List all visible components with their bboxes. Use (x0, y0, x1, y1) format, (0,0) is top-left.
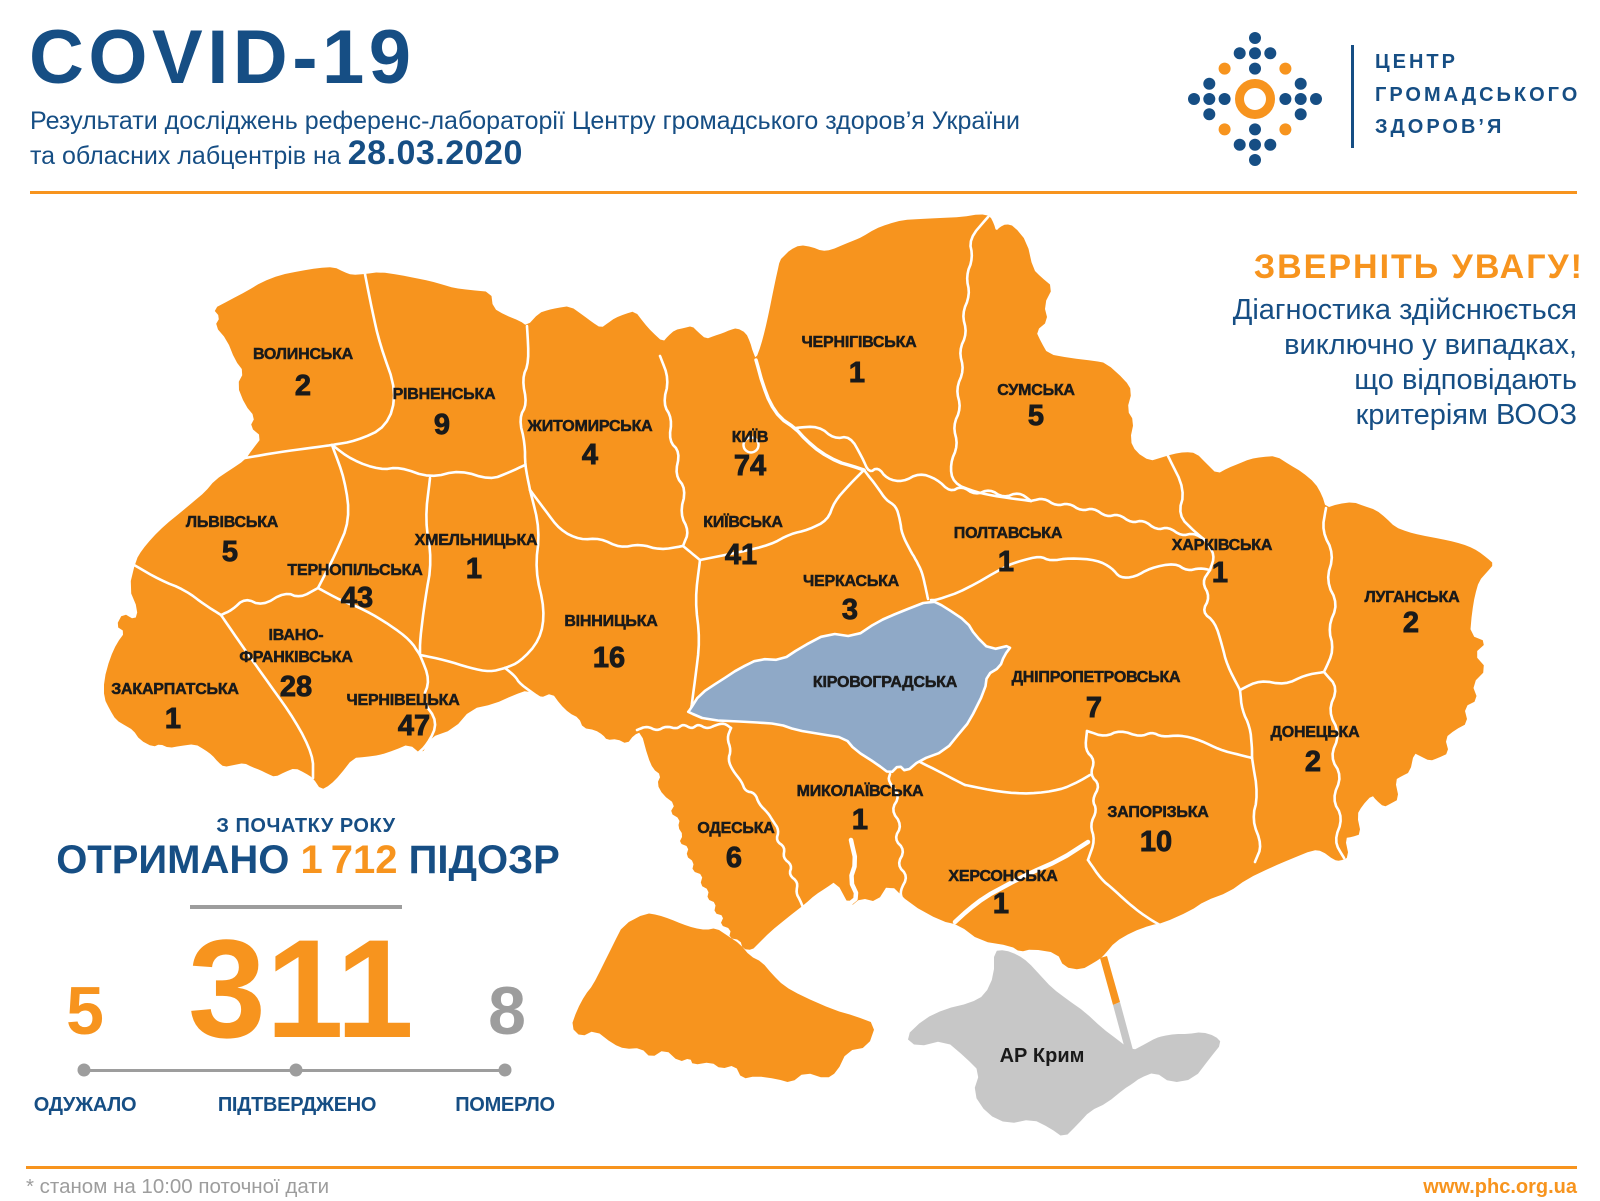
svg-text:КИЇВСЬКА: КИЇВСЬКА (703, 513, 783, 531)
svg-text:3: 3 (842, 594, 858, 626)
svg-text:МИКОЛАЇВСЬКА: МИКОЛАЇВСЬКА (797, 782, 924, 800)
svg-text:1: 1 (849, 357, 865, 389)
svg-text:КІРОВОГРАДСЬКА: КІРОВОГРАДСЬКА (813, 674, 958, 691)
svg-text:5: 5 (1028, 400, 1044, 432)
svg-text:ЗАКАРПАТСЬКА: ЗАКАРПАТСЬКА (111, 681, 239, 698)
svg-text:4: 4 (582, 439, 598, 471)
svg-text:ХАРКІВСЬКА: ХАРКІВСЬКА (1172, 537, 1273, 554)
svg-text:СУМСЬКА: СУМСЬКА (997, 382, 1075, 399)
svg-text:41: 41 (725, 539, 757, 571)
svg-text:АР Крим: АР Крим (1000, 1045, 1085, 1067)
svg-text:ХЕРСОНСЬКА: ХЕРСОНСЬКА (948, 868, 1058, 885)
svg-text:ФРАНКІВСЬКА: ФРАНКІВСЬКА (239, 649, 353, 666)
svg-text:2: 2 (1403, 607, 1419, 639)
svg-text:1: 1 (993, 888, 1009, 920)
svg-text:2: 2 (1305, 746, 1321, 778)
svg-text:ЧЕРНІГІВСЬКА: ЧЕРНІГІВСЬКА (801, 334, 917, 351)
svg-text:ДОНЕЦЬКА: ДОНЕЦЬКА (1271, 724, 1361, 741)
svg-text:16: 16 (593, 642, 625, 674)
svg-text:ЧЕРНІВЕЦЬКА: ЧЕРНІВЕЦЬКА (346, 692, 460, 709)
svg-text:ТЕРНОПІЛЬСЬКА: ТЕРНОПІЛЬСЬКА (287, 562, 423, 579)
svg-text:7: 7 (1086, 692, 1102, 724)
svg-text:1: 1 (852, 804, 868, 836)
svg-text:РІВНЕНСЬКА: РІВНЕНСЬКА (393, 386, 496, 403)
svg-text:ДНІПРОПЕТРОВСЬКА: ДНІПРОПЕТРОВСЬКА (1012, 669, 1181, 686)
svg-text:ЖИТОМИРСЬКА: ЖИТОМИРСЬКА (526, 418, 653, 435)
svg-text:43: 43 (341, 582, 373, 614)
svg-text:ВІННИЦЬКА: ВІННИЦЬКА (564, 613, 658, 630)
svg-text:ПОЛТАВСЬКА: ПОЛТАВСЬКА (954, 525, 1063, 542)
svg-text:1: 1 (165, 703, 181, 735)
svg-text:ЛЬВІВСЬКА: ЛЬВІВСЬКА (186, 514, 279, 531)
svg-text:ЗАПОРІЗЬКА: ЗАПОРІЗЬКА (1107, 804, 1209, 821)
svg-text:1: 1 (466, 553, 482, 585)
svg-text:ЧЕРКАСЬКА: ЧЕРКАСЬКА (803, 573, 900, 590)
svg-text:ХМЕЛЬНИЦЬКА: ХМЕЛЬНИЦЬКА (415, 532, 538, 549)
svg-text:28: 28 (280, 671, 312, 703)
svg-text:47: 47 (398, 710, 430, 742)
svg-text:ВОЛИНСЬКА: ВОЛИНСЬКА (253, 346, 354, 363)
svg-text:6: 6 (726, 842, 742, 874)
svg-text:ІВАНО-: ІВАНО- (269, 627, 324, 644)
svg-text:ОДЕСЬКА: ОДЕСЬКА (697, 820, 775, 837)
svg-text:9: 9 (434, 409, 450, 441)
svg-text:5: 5 (222, 536, 238, 568)
svg-text:74: 74 (734, 450, 766, 482)
svg-text:1: 1 (998, 546, 1014, 578)
svg-text:КИЇВ: КИЇВ (732, 428, 768, 446)
svg-text:2: 2 (295, 370, 311, 402)
svg-text:ЛУГАНСЬКА: ЛУГАНСЬКА (1365, 589, 1461, 606)
svg-text:10: 10 (1140, 826, 1172, 858)
svg-text:1: 1 (1212, 557, 1228, 589)
